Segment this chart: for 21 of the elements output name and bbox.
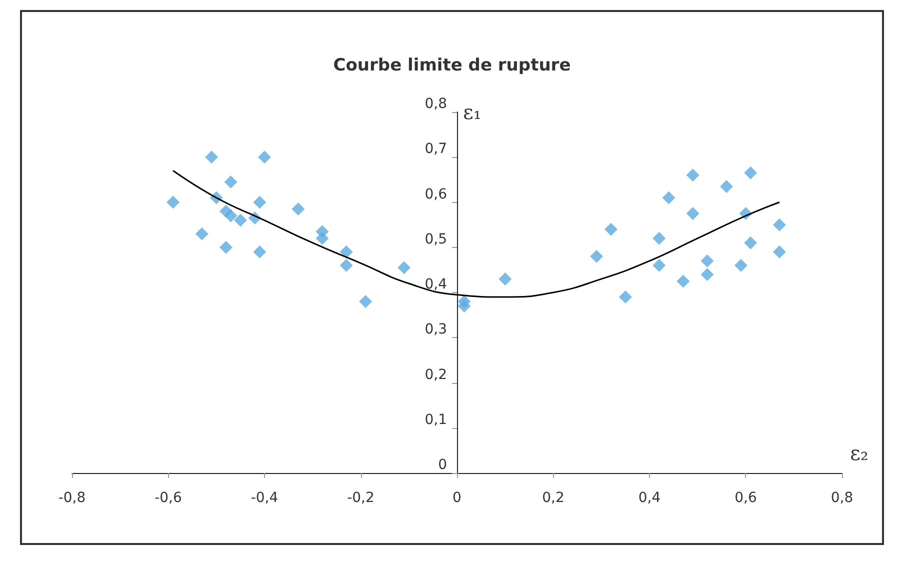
chart-title: Courbe limite de rupture — [333, 56, 571, 76]
y-tick-label: 0,5 — [424, 231, 447, 248]
y-tick-label: 0,6 — [424, 186, 448, 202]
x-tick-label: 0,4 — [638, 490, 661, 506]
x-tick-label: 0,8 — [830, 490, 854, 506]
y-tick-label: 0 — [438, 457, 447, 473]
x-tick-label: -0,4 — [250, 490, 278, 506]
y-axis-title: ε₁ — [463, 100, 482, 124]
x-tick-label: -0,6 — [154, 490, 182, 506]
x-tick-label: 0,2 — [542, 490, 564, 506]
y-tick-label: 0,1 — [424, 412, 447, 428]
y-tick-label: 0,7 — [424, 141, 447, 158]
x-tick-label: 0,6 — [734, 490, 757, 506]
x-tick-label: 0 — [452, 490, 462, 506]
y-tick-label: 0,4 — [424, 276, 448, 292]
y-tick-label: 0,2 — [424, 366, 447, 383]
x-axis-title: ε₂ — [850, 441, 868, 465]
y-tick-label: 0,8 — [424, 96, 447, 112]
x-tick-label: -0,8 — [58, 490, 86, 506]
y-tick-label: 0,3 — [424, 322, 447, 338]
x-tick-label: -0,2 — [347, 490, 374, 506]
